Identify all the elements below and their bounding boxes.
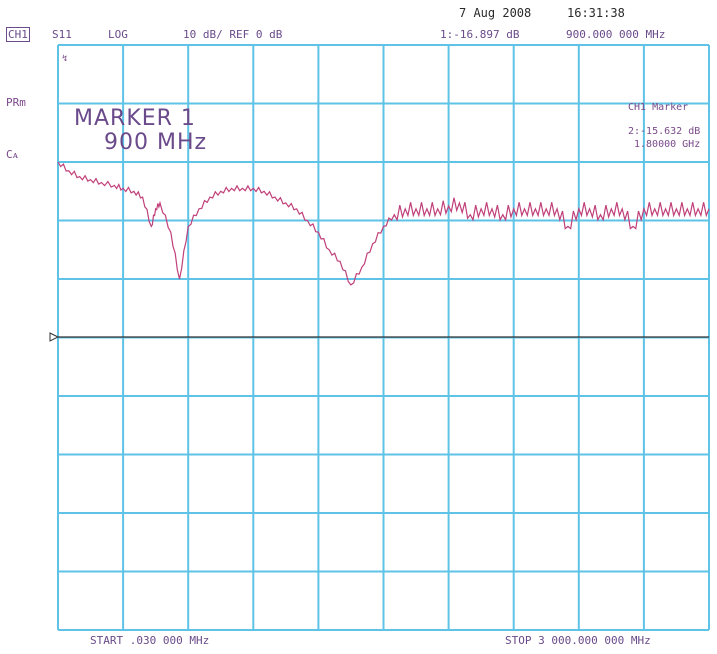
reference-marker-icon — [49, 332, 60, 342]
marker2-frequency: 1.80000 GHz — [634, 139, 701, 150]
format-label: LOG — [108, 28, 128, 41]
start-frequency: START .030 000 MHz — [90, 634, 210, 647]
marker-annotation-frequency: 900 MHz — [104, 130, 208, 155]
time-label: 16:31:38 — [567, 6, 625, 20]
marker-readout: 1:-16.897 dB — [440, 28, 520, 41]
date-label: 7 Aug 2008 — [459, 6, 532, 20]
marker2-value: 2:-15.632 dB — [628, 126, 701, 137]
prm-label: PRm — [6, 96, 26, 109]
stop-frequency: STOP 3 000.000 000 MHz — [505, 634, 651, 647]
marker-arrow-icon: ↯ — [62, 54, 68, 64]
s11-trace — [57, 161, 710, 286]
marker-annotation-name: MARKER 1 — [74, 106, 196, 131]
parameter-label: S11 — [52, 28, 72, 41]
channel-label: CH1 — [6, 27, 30, 42]
marker-frequency: 900.000 000 MHz — [566, 28, 666, 41]
marker-panel-title: CH1 Marker — [628, 102, 689, 113]
cal-label: Cᴀ — [6, 148, 19, 161]
scale-ref-label: 10 dB/ REF 0 dB — [183, 28, 283, 41]
